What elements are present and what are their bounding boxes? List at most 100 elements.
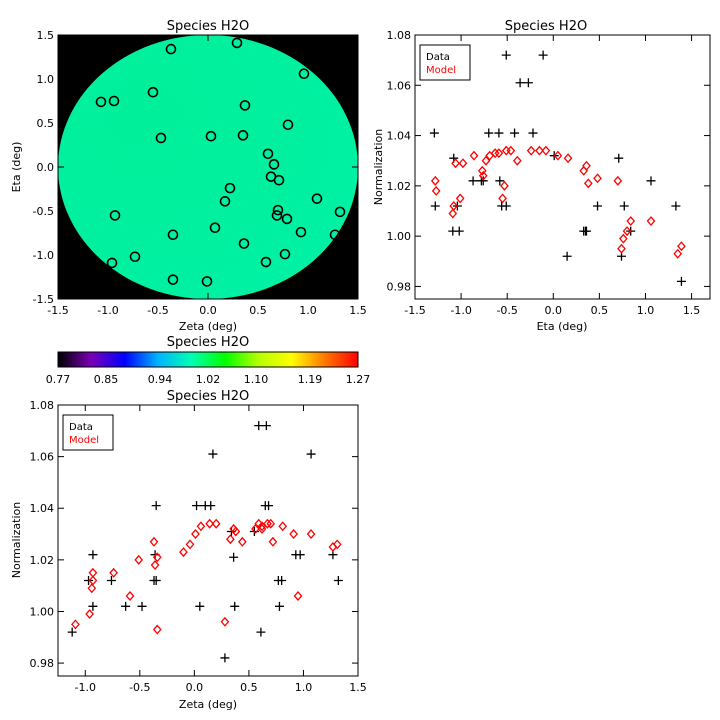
- eta-model-point: [583, 178, 593, 189]
- zeta-model-point: [289, 529, 298, 540]
- zeta-model-point: [109, 567, 118, 578]
- eta-xtick-label: 1.0: [637, 304, 655, 317]
- eta-scatter-panel: Species H2O -1.5 -1.0 -0.5 0.0 0.5 1.0 1.5 0.98…: [372, 19, 711, 333]
- zeta-model-point: [332, 539, 342, 550]
- eta-model-point: [506, 145, 516, 156]
- map-xtick-label: 0.0: [199, 304, 217, 317]
- eta-data-point: [515, 78, 525, 88]
- map-marker: [231, 37, 243, 49]
- zeta-scatter-panel: Species H2O -1.0 -0.5 0.0 0.5 1.0 1.5 0.98 1.00…: [10, 389, 367, 711]
- eta-data-point: [538, 50, 548, 60]
- map-marker: [272, 204, 284, 216]
- eta-legend-data: Data: [426, 52, 450, 63]
- eta-ytick-label: 1.02: [387, 180, 412, 193]
- zeta-data-point: [88, 601, 98, 611]
- zeta-model-point: [257, 523, 267, 534]
- eta-model-point: [535, 145, 544, 156]
- zeta-data-point: [84, 576, 94, 586]
- eta-data-point: [495, 176, 505, 186]
- eta-data-point: [510, 128, 520, 138]
- map-marker: [224, 182, 236, 194]
- eta-xtick-label: 0.5: [591, 304, 609, 317]
- zeta-model-point: [179, 547, 188, 558]
- zeta-model-point: [220, 616, 230, 627]
- map-marker: [238, 238, 250, 249]
- eta-model-point: [673, 248, 683, 259]
- colorbar-tick-label: 1.02: [196, 373, 221, 386]
- zeta-model-point: [85, 609, 95, 620]
- eta-xtick-label: -1.5: [404, 304, 425, 317]
- map-axes: -1.5 -1.0 -0.5 0.0 0.5 1.0 1.5 -1.5 -1.0 -0.5 0.0 0…: [33, 29, 367, 317]
- eta-model-point: [430, 175, 440, 186]
- zeta-plot-frame: [57, 404, 359, 677]
- zeta-xtick-label: 1.0: [295, 681, 313, 694]
- zeta-model-point: [231, 526, 241, 537]
- eta-ytick-label: 1.04: [387, 130, 412, 143]
- zeta-data-point: [151, 501, 161, 511]
- zeta-data-point: [137, 601, 147, 611]
- zeta-model-point: [185, 539, 195, 550]
- zeta-model-point: [71, 619, 80, 630]
- zeta-ytick-label: 1.08: [30, 399, 55, 412]
- zeta-model-point: [226, 534, 235, 545]
- zeta-data-point: [151, 576, 161, 586]
- map-marker: [167, 229, 179, 241]
- zeta-ytick-label: 0.98: [30, 657, 55, 670]
- eta-xlabel: Eta (deg): [537, 320, 588, 333]
- eta-model-point: [582, 160, 591, 171]
- eta-model-point: [526, 145, 536, 156]
- eta-model-point: [579, 165, 589, 176]
- map-marker: [209, 222, 221, 234]
- eta-xtick-label: -0.5: [496, 304, 517, 317]
- colorbar: Species H2O 0.77 0.85 0.94 1.02 1.10 1.19 1.27: [46, 335, 371, 386]
- zeta-data-point: [208, 449, 218, 459]
- map-ytick-label: -1.0: [33, 249, 54, 262]
- eta-model-point: [494, 148, 504, 159]
- map-marker: [109, 210, 121, 221]
- map-xtick-label: 0.5: [249, 304, 267, 317]
- colorbar-ticks: 0.77 0.85 0.94 1.02 1.10 1.19 1.27: [46, 373, 371, 386]
- eta-data-point: [562, 251, 572, 261]
- map-marker: [271, 210, 283, 221]
- eta-data-point: [593, 201, 603, 211]
- map-xtick-label: -0.5: [147, 304, 168, 317]
- zeta-data-point: [106, 576, 116, 586]
- zeta-model-point: [306, 529, 316, 540]
- map-marker: [205, 130, 217, 142]
- zeta-model-point: [211, 518, 221, 529]
- eta-legend-box: [419, 44, 471, 81]
- zeta-legend-box: [62, 414, 114, 451]
- map-marker: [282, 119, 294, 131]
- map-marker: [260, 256, 272, 268]
- eta-model-point: [593, 173, 602, 184]
- zeta-data-point: [306, 449, 316, 459]
- eta-model-point: [481, 155, 491, 166]
- eta-model-point: [500, 180, 509, 191]
- zeta-model-point: [150, 560, 160, 571]
- eta-ytick-label: 1.00: [387, 230, 412, 243]
- eta-data-point: [671, 201, 681, 211]
- eta-data-point: [614, 153, 624, 163]
- zeta-data-point: [220, 653, 230, 663]
- zeta-xtick-label: 1.5: [349, 681, 367, 694]
- eta-model-point: [512, 155, 522, 166]
- eta-model-point: [477, 165, 487, 176]
- eta-ytick-label: 0.98: [387, 280, 412, 293]
- map-marker: [155, 132, 167, 144]
- eta-data-point: [430, 201, 440, 211]
- zeta-scatter-title: Species H2O: [167, 389, 249, 404]
- zeta-ytick-label: 1.00: [30, 605, 55, 618]
- map-marker: [237, 130, 249, 141]
- zeta-model-point: [152, 624, 162, 635]
- map-xtick-label: -1.5: [47, 304, 68, 317]
- eta-data-point: [501, 201, 511, 211]
- map-marker: [273, 174, 285, 186]
- zeta-data-point: [230, 601, 240, 611]
- zeta-model-point: [293, 591, 303, 601]
- zeta-data-point: [195, 601, 205, 611]
- zeta-ylabel: Normalization: [10, 502, 23, 578]
- zeta-model-point: [88, 575, 98, 586]
- zeta-model-point: [191, 529, 200, 540]
- zeta-axes: -1.0 -0.5 0.0 0.5 1.0 1.5 0.98 1.00 1.02 1.04 1.06…: [30, 399, 367, 694]
